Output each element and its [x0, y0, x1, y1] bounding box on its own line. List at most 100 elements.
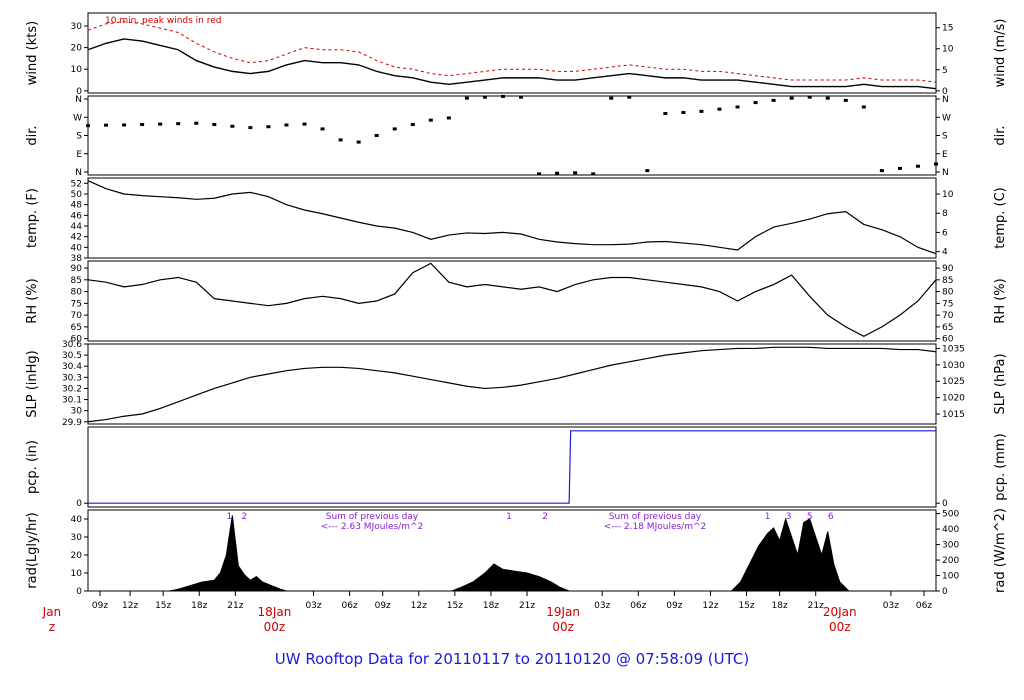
y-tick-label-right: 1015 — [942, 410, 965, 420]
x-tick-label: 06z — [916, 601, 932, 611]
y-tick-label-left: 40 — [71, 243, 83, 253]
y-tick-label-left: 48 — [71, 201, 83, 211]
y-tick-label-left: 70 — [71, 311, 83, 321]
wind-direction-point — [392, 127, 397, 131]
y-tick-label-right: 0 — [942, 499, 948, 509]
radiation-hour-label: 2 — [542, 512, 548, 522]
panel-frame — [87, 260, 937, 342]
panel-2 — [84, 94, 940, 176]
radiation-sum-label-1: Sum of previous day — [326, 512, 419, 522]
panel-1 — [84, 12, 940, 94]
radiation-hour-label: 1 — [226, 512, 232, 522]
y-tick-label-left: S — [76, 132, 82, 142]
x-tick-label: 18z — [483, 601, 499, 611]
y-tick-label-right: 6 — [942, 228, 948, 238]
y-tick-label-right: 10 — [942, 45, 954, 55]
y-tick-label-left: 10 — [71, 65, 83, 75]
wind-direction-point — [537, 172, 542, 176]
wind-speed-line — [87, 38, 937, 90]
panel-7 — [84, 509, 940, 592]
wind-direction-point — [699, 109, 704, 113]
x-tick-label: 09z — [375, 601, 391, 611]
y-axis-label-left: RH (%) — [25, 278, 40, 323]
y-tick-label-left: 30.6 — [62, 340, 82, 350]
y-tick-label-left: 20 — [71, 551, 83, 561]
y-tick-label-right: N — [942, 95, 949, 105]
y-tick-label-left: 38 — [71, 254, 83, 264]
y-tick-label-left: 40 — [71, 515, 83, 525]
x-tick-label: 21z — [808, 601, 824, 611]
radiation-hour-label: 1 — [506, 512, 512, 522]
y-tick-label-left: 85 — [71, 276, 82, 286]
radiation-sum-value-2: <--- 2.18 MJoules/m^2 — [604, 522, 706, 532]
wind-direction-point — [717, 107, 722, 111]
x-tick-label: 15z — [155, 601, 171, 611]
x-tick-label: 18z — [772, 601, 788, 611]
y-tick-label-left: 80 — [71, 288, 83, 298]
wind-direction-point — [446, 116, 451, 120]
y-axis-label-left: SLP (inHg) — [25, 350, 40, 418]
wind-direction-point — [645, 169, 650, 173]
wind-direction-point — [879, 169, 884, 173]
wind-direction-point — [140, 123, 145, 127]
wind-direction-point — [807, 95, 812, 99]
y-tick-label-right: 8 — [942, 209, 948, 219]
y-axis-label-right: temp. (C) — [993, 187, 1008, 249]
y-tick-label-right: 1020 — [942, 394, 965, 404]
y-tick-label-left: 44 — [71, 222, 83, 232]
y-tick-label-right: 200 — [942, 556, 959, 566]
x-tick-label: 09z — [92, 601, 108, 611]
y-tick-label-right: 0 — [942, 87, 948, 97]
radiation-sum-label-2: Sum of previous day — [609, 512, 702, 522]
wind-direction-point — [464, 96, 469, 100]
wind-direction-point — [753, 101, 758, 105]
panel-frame — [87, 343, 937, 425]
y-tick-label-left: 30.2 — [62, 384, 82, 394]
y-tick-label-right: 65 — [942, 323, 953, 333]
radiation-hour-label: 2 — [242, 512, 248, 522]
panel-6 — [84, 426, 940, 508]
y-tick-label-right: 10 — [942, 190, 954, 200]
y-tick-label-left: 0 — [76, 587, 82, 597]
radiation-hour-label: 3 — [786, 512, 792, 522]
y-tick-label-left: N — [75, 168, 82, 178]
y-axis-label-right: SLP (hPa) — [993, 353, 1008, 414]
y-tick-label-left: 90 — [71, 264, 83, 274]
wind-direction-point — [356, 140, 361, 144]
y-axis-label-left: pcp. (in) — [25, 440, 40, 494]
y-tick-label-right: 0 — [942, 587, 948, 597]
wind-direction-point — [663, 112, 668, 116]
y-tick-label-left: 30.4 — [62, 362, 82, 372]
radiation-sum-value-1: <--- 2.63 MJoules/m^2 — [321, 522, 423, 532]
y-tick-label-left: 30.5 — [62, 351, 82, 361]
y-tick-label-left: 0 — [76, 87, 82, 97]
y-tick-label-right: 1030 — [942, 361, 965, 371]
wind-direction-point — [428, 118, 433, 122]
y-tick-label-right: 1035 — [942, 344, 965, 354]
wind-direction-point — [122, 123, 127, 127]
y-tick-label-right: 70 — [942, 311, 954, 321]
wind-direction-point — [915, 164, 920, 168]
wind-direction-point — [194, 121, 199, 125]
y-tick-label-right: S — [942, 132, 948, 142]
day-marker-date: 20Jan — [823, 605, 857, 619]
y-tick-label-left: 52 — [71, 179, 82, 189]
wind-direction-point — [861, 105, 866, 109]
day-marker-date: Jan — [42, 605, 62, 619]
x-tick-label: 15z — [738, 601, 754, 611]
x-tick-label: 21z — [519, 601, 535, 611]
wind-direction-point — [591, 172, 596, 176]
x-tick-label: 15z — [447, 601, 463, 611]
y-tick-label-right: 85 — [942, 276, 953, 286]
y-tick-label-left: 0 — [76, 499, 82, 509]
x-tick-label: 03z — [883, 601, 899, 611]
y-tick-label-right: 1025 — [942, 377, 965, 387]
series-line-3 — [87, 180, 937, 255]
wind-direction-point — [248, 126, 253, 130]
y-tick-label-left: E — [76, 150, 82, 160]
y-axis-label-left: wind (kts) — [25, 21, 40, 85]
panel-frame — [87, 426, 937, 508]
day-marker-hour: 00z — [264, 620, 286, 634]
x-tick-label: 21z — [227, 601, 243, 611]
